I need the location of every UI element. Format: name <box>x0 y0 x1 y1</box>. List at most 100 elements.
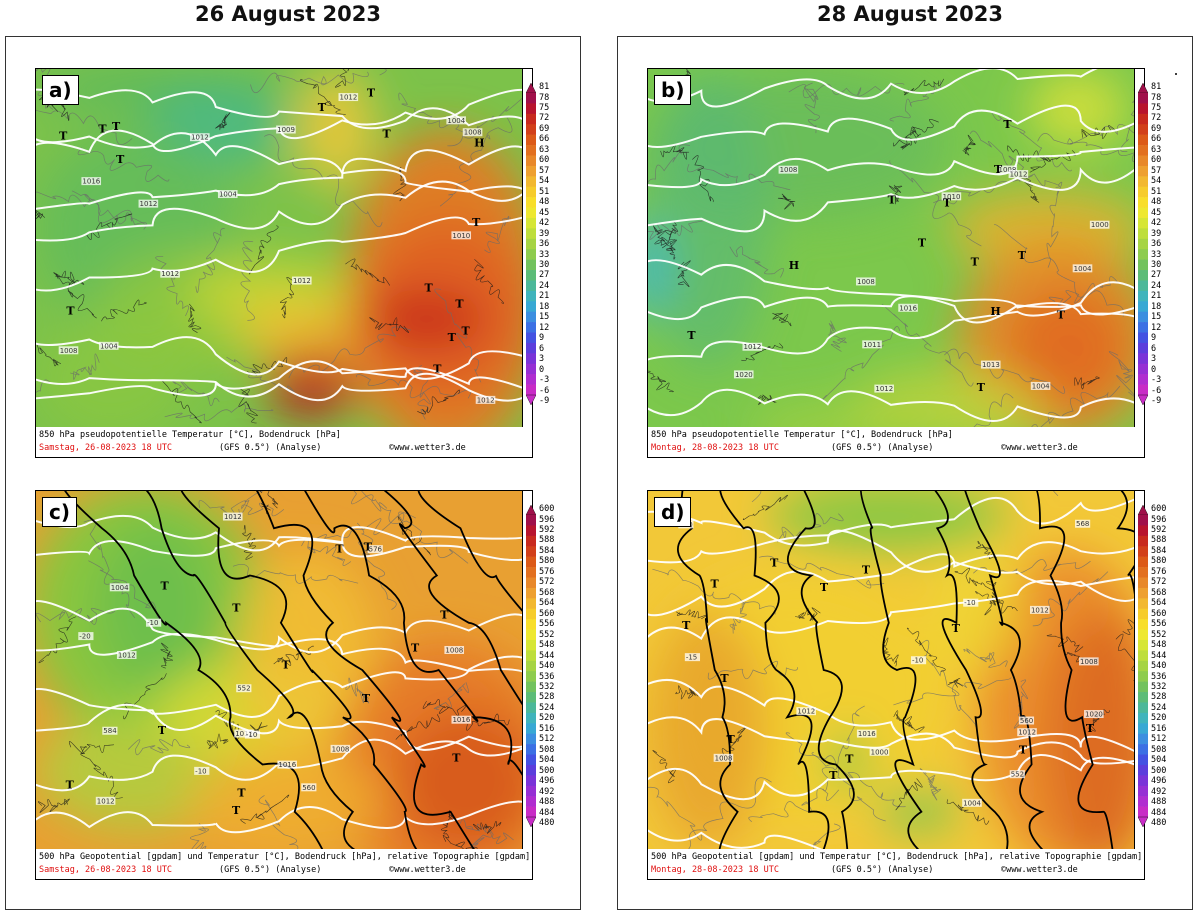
low-pressure-marker: T <box>59 129 68 142</box>
pressure-label: 1008 <box>715 754 733 762</box>
pressure-label: 1008 <box>1080 658 1098 666</box>
colorbar-tick: 488 <box>539 797 555 808</box>
pressure-label: 1008 <box>60 347 78 355</box>
pressure-label: -20 <box>79 633 90 641</box>
pressure-label: 1012 <box>97 797 115 805</box>
colorbar-tick: 66 <box>1151 134 1162 145</box>
low-pressure-marker: T <box>862 564 871 577</box>
low-pressure-marker: T <box>727 733 736 746</box>
pressure-label: 1016 <box>452 716 470 724</box>
high-pressure-marker: H <box>990 305 1000 318</box>
low-pressure-marker: T <box>440 608 449 621</box>
pressure-label: 1012 <box>224 513 242 521</box>
colorbar-tick: 596 <box>539 514 555 525</box>
colorbar-tick: 556 <box>539 619 555 630</box>
colorbar-tick: 51 <box>1151 186 1162 197</box>
caption-date-c: Samstag, 26-08-2023 18 UTC <box>39 865 173 875</box>
colorbar-tick: 66 <box>539 134 550 145</box>
pressure-label: 1020 <box>735 371 753 379</box>
panel-b: 1004 1008 1012 1008 1012 1013 1012 1011 1010 1008… <box>647 68 1161 458</box>
colorbar-tick: 580 <box>1151 556 1167 567</box>
low-pressure-marker: T <box>943 197 952 210</box>
colorbar-tick: 524 <box>1151 702 1167 713</box>
colorbar-tick: 528 <box>539 692 555 703</box>
pressure-label: 1004 <box>963 799 981 807</box>
low-pressure-marker: T <box>335 543 344 556</box>
colorbar-tick: 57 <box>1151 165 1162 176</box>
colorbar-tick: 588 <box>1151 535 1167 546</box>
colorbar-c <box>526 505 536 827</box>
low-pressure-marker: T <box>452 751 461 764</box>
low-pressure-marker: T <box>994 163 1003 176</box>
colorbar-tick: 15 <box>1151 312 1162 323</box>
colorbar-tick: 36 <box>1151 239 1162 249</box>
colorbar-tick: 484 <box>1151 807 1167 818</box>
pressure-label: 1012 <box>477 396 495 404</box>
colorbar-tick: 572 <box>1151 577 1167 588</box>
header-28-august: 28 August 2023 <box>816 2 1004 26</box>
panel-d: 1012 1008 1012 1012 1016 1000 1008 1004 1020 -10 -… <box>647 490 1166 880</box>
caption-date-d: Montag, 28-08-2023 18 UTC <box>651 865 779 875</box>
low-pressure-marker: T <box>433 362 442 375</box>
low-pressure-marker: T <box>425 282 434 295</box>
colorbar-tick: 0 <box>539 364 545 375</box>
pressure-label: 1016 <box>899 304 917 312</box>
colorbar-tick: 33 <box>539 249 550 260</box>
low-pressure-marker: T <box>116 153 125 166</box>
colorbar-tick: 27 <box>1151 270 1162 281</box>
pressure-label: 1010 <box>452 232 470 240</box>
colorbar-tick: 78 <box>1151 92 1162 103</box>
low-pressure-marker: T <box>829 769 838 782</box>
pressure-label: 1012 <box>1031 606 1049 614</box>
colorbar-tick: 69 <box>539 123 550 134</box>
caption-c: 500 hPa Geopotential [gpdam] und Tempera… <box>36 849 532 879</box>
low-pressure-marker: T <box>237 787 246 800</box>
colorbar-tick: 504 <box>539 755 555 766</box>
colorbar-tick: 532 <box>539 681 555 692</box>
colorbar-tick: 24 <box>1151 280 1162 291</box>
low-pressure-marker: T <box>362 692 371 705</box>
colorbar-tick: 512 <box>539 734 555 745</box>
colorbar-tick: 516 <box>539 723 555 734</box>
low-pressure-marker: T <box>977 381 986 394</box>
low-pressure-marker: T <box>367 87 376 100</box>
colorbar-tick: 568 <box>539 587 555 598</box>
colorbar-tick: 520 <box>1151 713 1167 724</box>
colorbar-tick: 544 <box>1151 650 1167 661</box>
map-c: 1008 1012 1016 1012 1008 1012 1012 1016 1004 -10 -… <box>36 491 523 850</box>
colorbar-tick: 600 <box>539 504 555 514</box>
pressure-label: 1016 <box>278 761 296 769</box>
colorbar-tick: 500 <box>539 765 555 776</box>
colorbar-tick: 27 <box>539 270 550 281</box>
low-pressure-marker: T <box>383 127 392 140</box>
colorbar-tick: 552 <box>539 629 555 640</box>
caption-date-a: Samstag, 26-08-2023 18 UTC <box>39 443 173 453</box>
caption-title-d: 500 hPa Geopotential [gpdam] und Tempera… <box>651 852 1143 862</box>
colorbar-labels-c: 600 596 592 588 584 580 576 572 568 564 560 556 552 5… <box>539 504 569 828</box>
map-d: 1012 1008 1012 1012 1016 1000 1008 1004 1020 -10 -… <box>648 491 1135 850</box>
colorbar-tick: 72 <box>1151 113 1162 124</box>
colorbar-tick: 12 <box>1151 322 1162 333</box>
low-pressure-marker: T <box>820 581 829 594</box>
low-pressure-marker: T <box>1018 249 1027 262</box>
colorbar-tick: 6 <box>539 343 545 354</box>
low-pressure-marker: T <box>318 101 327 114</box>
pressure-label: 1008 <box>464 129 482 137</box>
colorbar-tick: 524 <box>539 702 555 713</box>
pressure-label: 1012 <box>875 385 893 393</box>
caption-copyright-a: ©www.wetter3.de <box>389 443 466 453</box>
colorbar-tick: 560 <box>1151 608 1167 619</box>
colorbar-tick: 54 <box>539 176 550 187</box>
colorbar-tick: 72 <box>539 113 550 124</box>
low-pressure-marker: T <box>472 216 481 229</box>
colorbar-tick: 520 <box>539 713 555 724</box>
low-pressure-marker: T <box>770 557 779 570</box>
pressure-label: 1012 <box>293 277 311 285</box>
colorbar-tick: 576 <box>1151 566 1167 577</box>
pressure-label: -10 <box>147 619 158 627</box>
colorbar-tick: 78 <box>539 92 550 103</box>
pressure-label: 1004 <box>100 342 118 350</box>
low-pressure-marker: T <box>918 236 927 249</box>
pressure-label: 1000 <box>1091 221 1109 229</box>
low-pressure-marker: T <box>98 122 107 135</box>
